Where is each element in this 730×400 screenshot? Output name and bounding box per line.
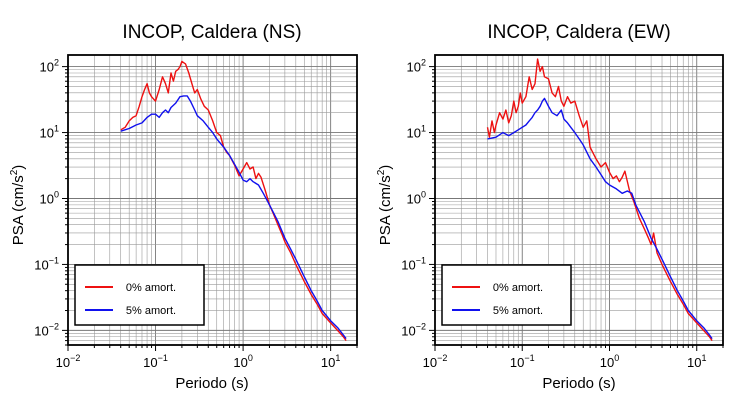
y-tick-label: 102 (407, 58, 426, 75)
x-tick-exponent: −1 (158, 353, 168, 363)
y-tick-base: 10 (407, 191, 421, 206)
plot-frame (67, 54, 358, 346)
x-tick-exponent: 0 (248, 353, 253, 363)
x-tick-base: 10 (56, 355, 70, 370)
chart-title: INCOP, Caldera (EW) (487, 22, 670, 43)
legend: 0% amort. 5% amort. (74, 264, 205, 326)
y-tick-exponent: 1 (54, 124, 59, 134)
x-tick-label: 101 (321, 353, 340, 370)
y-axis-label: PSA (cm/s2) (376, 165, 394, 246)
series-line-blue (487, 97, 713, 340)
plot-frame (434, 54, 724, 346)
y-axis-label-superscript: 2 (9, 169, 20, 175)
y-tick-base: 10 (401, 323, 415, 338)
x-tick-base: 10 (687, 355, 701, 370)
x-tick-base: 10 (321, 355, 335, 370)
y-tick-base: 10 (34, 323, 48, 338)
x-axis-label: Periodo (s) (175, 375, 248, 392)
y-tick-exponent: −2 (49, 321, 59, 331)
legend-label: 0% amort. (493, 282, 543, 294)
y-tick-exponent: 0 (421, 189, 426, 199)
y-tick-label: 100 (40, 189, 59, 206)
series-line-red (120, 60, 347, 342)
legend-box (441, 264, 572, 326)
series-line-red (486, 58, 713, 341)
x-tick-label: 10−1 (143, 353, 168, 370)
legend-label: 5% amort. (126, 305, 176, 317)
y-tick-exponent: −2 (416, 321, 426, 331)
x-tick-label: 10−2 (56, 353, 81, 370)
x-tick-exponent: 1 (335, 353, 340, 363)
legend-label: 5% amort. (493, 305, 543, 317)
x-tick-base: 10 (510, 355, 524, 370)
y-tick-exponent: −1 (416, 255, 426, 265)
x-tick-label: 10−1 (510, 353, 535, 370)
y-tick-label: 10−2 (34, 321, 59, 338)
y-axis-label-text: PSA (cm/s (10, 175, 27, 245)
y-tick-label: 10−2 (401, 321, 426, 338)
y-tick-exponent: −1 (49, 255, 59, 265)
x-tick-base: 10 (143, 355, 157, 370)
x-tick-label: 101 (687, 353, 706, 370)
x-tick-exponent: 1 (701, 353, 706, 363)
x-tick-exponent: −1 (524, 353, 534, 363)
x-tick-label: 100 (233, 353, 252, 370)
y-tick-base: 10 (407, 126, 421, 141)
y-tick-label: 100 (407, 189, 426, 206)
y-tick-base: 10 (40, 60, 54, 75)
y-axis-label-close: ) (10, 165, 27, 170)
y-tick-exponent: 2 (421, 58, 426, 68)
x-tick-base: 10 (600, 355, 614, 370)
x-tick-label: 10−2 (423, 353, 448, 370)
x-axis-label: Periodo (s) (542, 375, 615, 392)
chart-title: INCOP, Caldera (NS) (122, 22, 301, 43)
y-tick-base: 10 (40, 126, 54, 141)
legend-label: 0% amort. (126, 282, 176, 294)
y-tick-label: 10−1 (401, 255, 426, 272)
y-tick-base: 10 (34, 257, 48, 272)
x-tick-base: 10 (423, 355, 437, 370)
legend: 0% amort. 5% amort. (441, 264, 572, 326)
y-tick-exponent: 0 (54, 189, 59, 199)
y-axis-label-close: ) (377, 165, 394, 170)
y-tick-label: 101 (407, 124, 426, 141)
grid (434, 55, 724, 346)
y-tick-base: 10 (40, 191, 54, 206)
y-tick-exponent: 2 (54, 58, 59, 68)
x-tick-exponent: −2 (437, 353, 447, 363)
y-tick-base: 10 (407, 60, 421, 75)
y-axis-label: PSA (cm/s2) (9, 165, 27, 246)
x-tick-exponent: 0 (614, 353, 619, 363)
legend-box (74, 264, 205, 326)
y-tick-base: 10 (401, 257, 415, 272)
y-tick-exponent: 1 (421, 124, 426, 134)
y-axis-label-text: PSA (cm/s (377, 175, 394, 245)
y-axis-label-superscript: 2 (376, 169, 387, 175)
y-tick-label: 10−1 (34, 255, 59, 272)
y-tick-label: 101 (40, 124, 59, 141)
y-tick-label: 102 (40, 58, 59, 75)
x-tick-label: 100 (600, 353, 619, 370)
x-tick-exponent: −2 (70, 353, 80, 363)
series-line-blue (120, 95, 347, 340)
x-tick-base: 10 (233, 355, 247, 370)
